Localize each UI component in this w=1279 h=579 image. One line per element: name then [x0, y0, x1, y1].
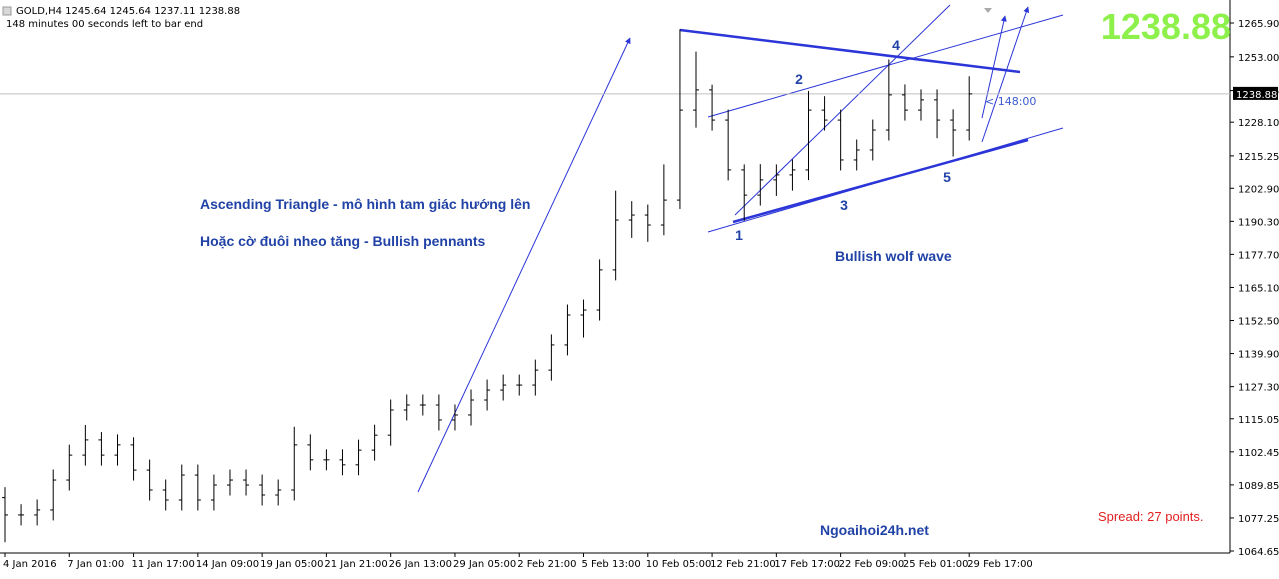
y-tick-label: 1127.30 — [1238, 383, 1279, 394]
symbol-icon — [2, 6, 12, 16]
x-tick-label: 17 Feb 17:00 — [774, 559, 840, 570]
y-tick-label: 1139.90 — [1238, 350, 1279, 361]
y-tick-label: 1064.65 — [1238, 547, 1279, 558]
wave-label: 4 — [892, 37, 900, 53]
x-tick-label: 12 Feb 21:00 — [710, 559, 776, 570]
symbol-header: GOLD,H4 1245.64 1245.64 1237.11 1238.88 — [16, 6, 240, 17]
y-tick-label: 1190.30 — [1238, 217, 1279, 228]
y-tick-label: 1228.10 — [1238, 118, 1279, 129]
x-tick-label: 29 Feb 17:00 — [967, 559, 1033, 570]
x-tick-label: 14 Jan 09:00 — [196, 559, 259, 570]
annotation: Ascending Triangle - mô hình tam giác hư… — [200, 196, 530, 212]
big-price: 1238.88 — [1101, 6, 1231, 47]
y-tick-label: 1202.90 — [1238, 184, 1279, 195]
x-tick-label: 7 Jan 01:00 — [67, 559, 124, 570]
y-tick-label: 1177.70 — [1238, 250, 1279, 261]
x-tick-label: 26 Jan 13:00 — [389, 559, 452, 570]
annotation: Hoặc cờ đuôi nheo tăng - Bullish pennant… — [200, 233, 486, 249]
watermark: Ngoaihoi24h.net — [820, 522, 929, 538]
y-tick-label: 1265.90 — [1238, 19, 1279, 30]
countdown: < 148:00 — [985, 95, 1036, 108]
annotation: Bullish wolf wave — [835, 248, 952, 264]
y-tick-label: 1115.05 — [1238, 415, 1279, 426]
y-tick-label: 1253.00 — [1238, 53, 1279, 64]
y-tick-label: 1089.85 — [1238, 481, 1279, 492]
x-tick-label: 4 Jan 2016 — [3, 559, 57, 570]
x-tick-label: 21 Jan 21:00 — [324, 559, 387, 570]
current-price-box — [1233, 86, 1278, 100]
wave-label: 1 — [735, 227, 743, 243]
wave-label: 3 — [840, 197, 848, 213]
wave-label: 2 — [795, 71, 803, 87]
x-tick-label: 11 Jan 17:00 — [132, 559, 195, 570]
x-tick-label: 22 Feb 09:00 — [839, 559, 905, 570]
y-tick-label: 1215.25 — [1238, 152, 1279, 163]
current-price-label: 1238.88 — [1236, 90, 1277, 101]
y-tick-label: 1077.25 — [1238, 514, 1279, 525]
trendlines — [417, 4, 1064, 493]
x-tick-label: 25 Feb 01:00 — [903, 559, 969, 570]
y-tick-label: 1165.10 — [1238, 283, 1279, 294]
x-tick-label: 2 Feb 21:00 — [517, 559, 576, 570]
y-tick-label: 1102.45 — [1238, 448, 1279, 459]
x-tick-label: 5 Feb 13:00 — [582, 559, 641, 570]
y-tick-label: 1152.50 — [1238, 317, 1279, 328]
spread-text: Spread: 27 points. — [1098, 509, 1204, 524]
x-tick-label: 19 Jan 05:00 — [260, 559, 323, 570]
bar-timer: 148 minutes 00 seconds left to bar end — [6, 19, 203, 30]
wave-label: 5 — [943, 169, 951, 185]
x-tick-label: 29 Jan 05:00 — [453, 559, 516, 570]
x-tick-label: 10 Feb 05:00 — [646, 559, 712, 570]
